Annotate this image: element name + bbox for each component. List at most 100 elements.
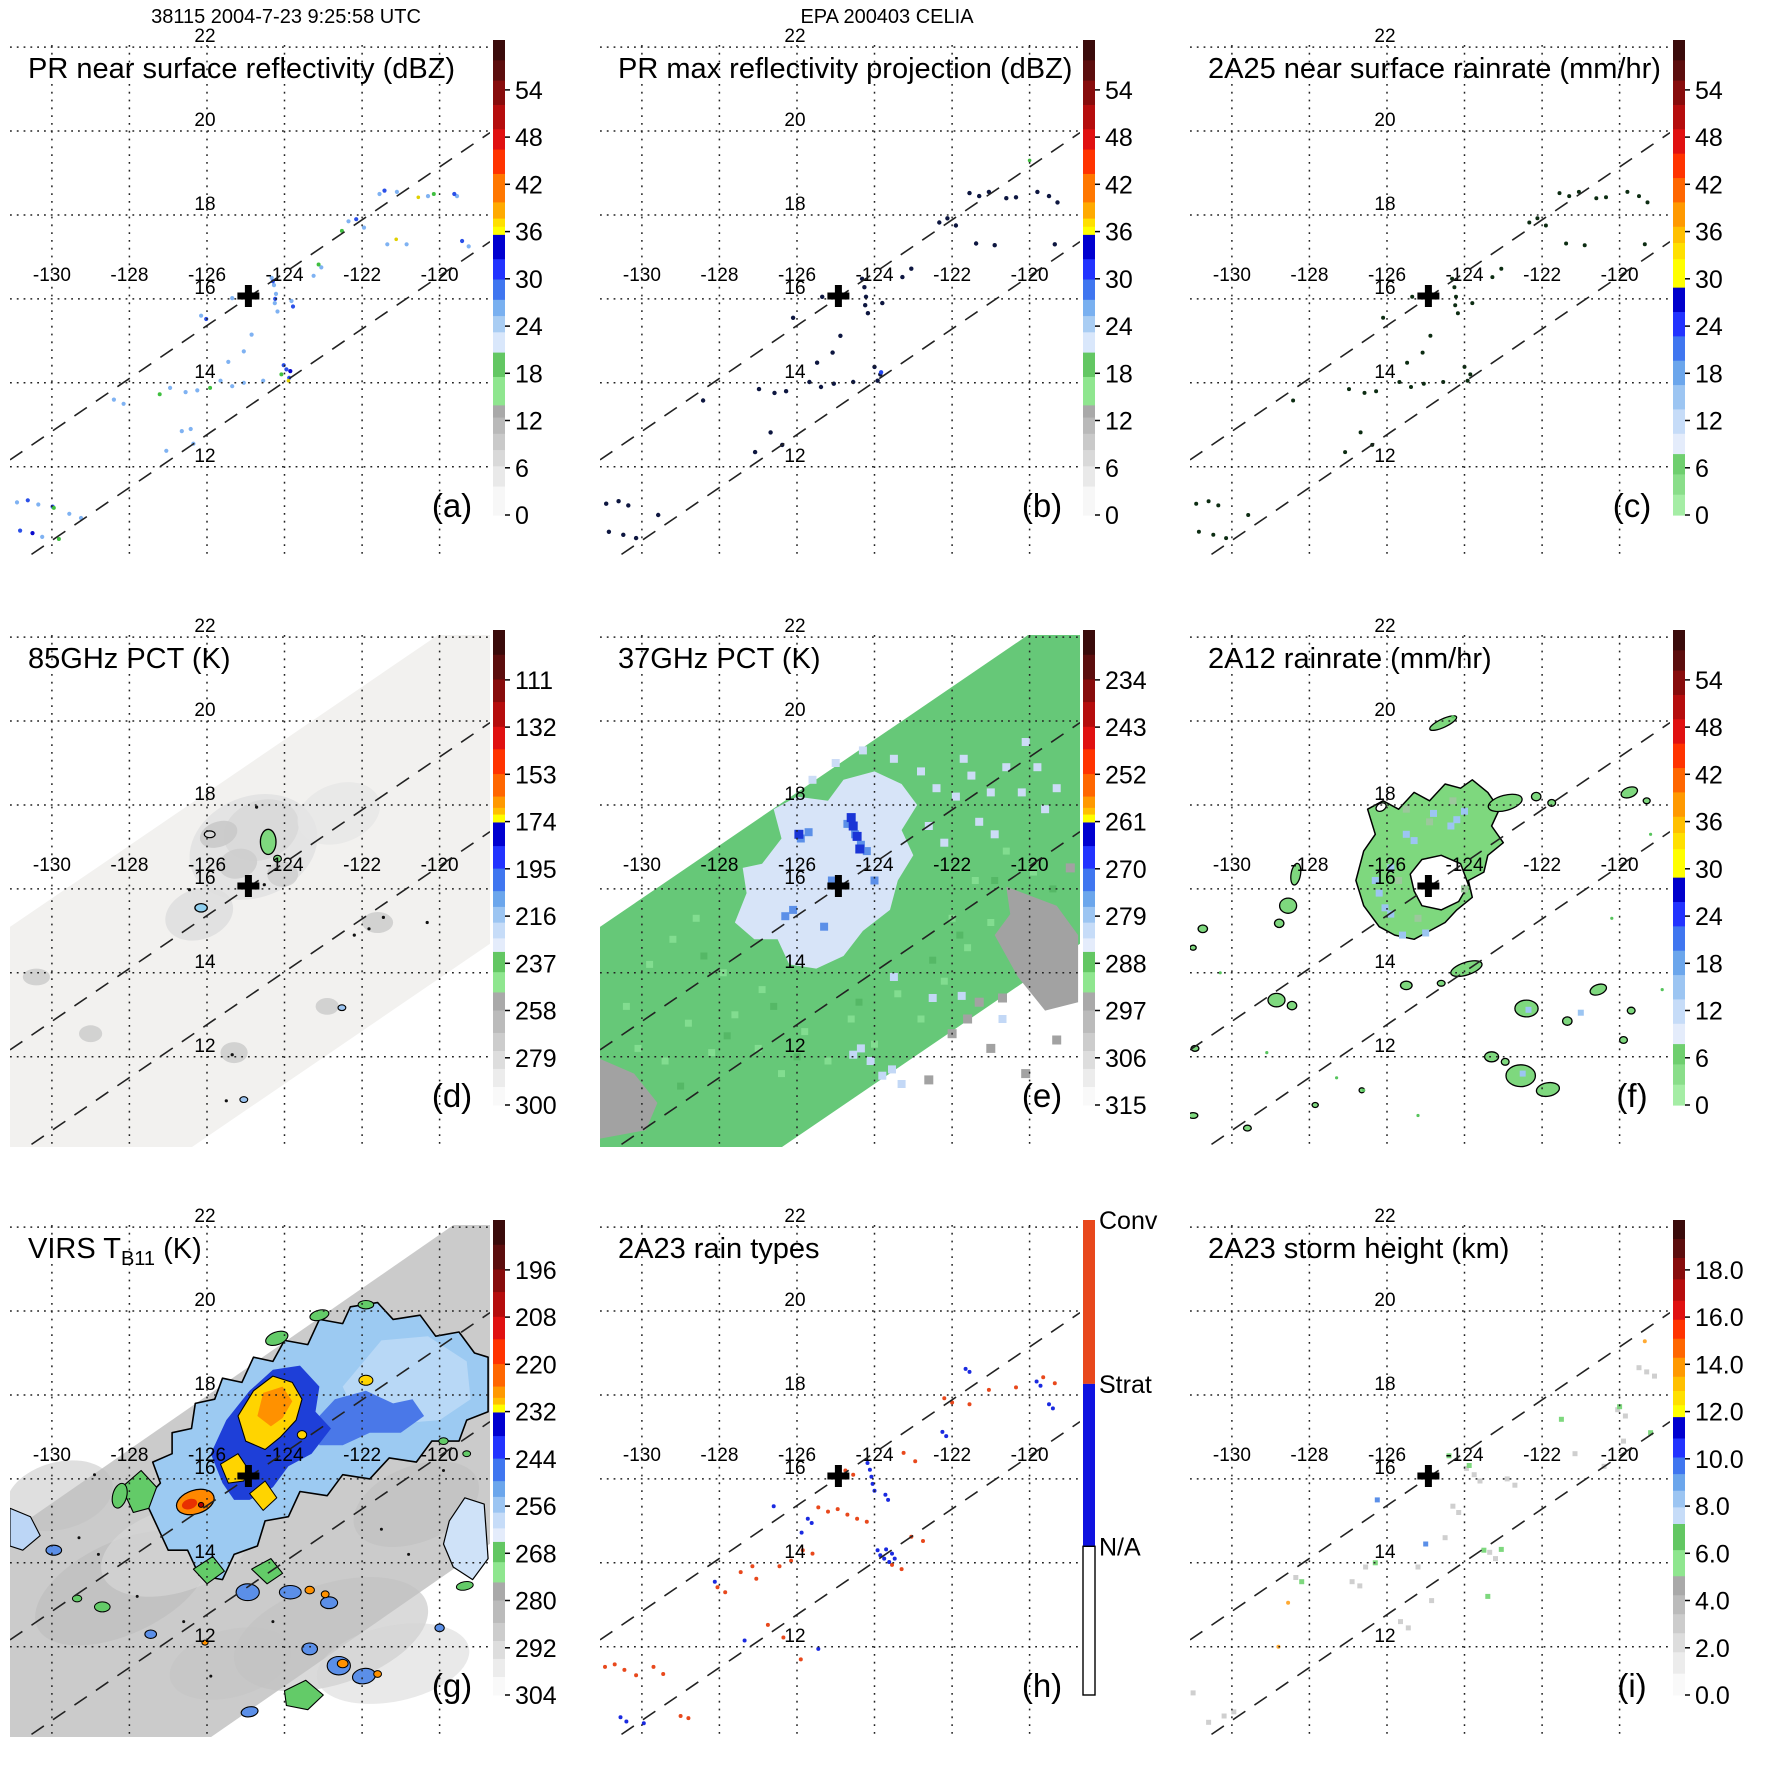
colorbar-tick-label: 174 bbox=[515, 809, 557, 837]
lon-label: -128 bbox=[110, 265, 148, 286]
lat-label: 22 bbox=[1374, 1206, 1395, 1227]
lon-label: -122 bbox=[343, 265, 381, 286]
storm-center-cross-icon bbox=[237, 1465, 260, 1487]
lon-label: -124 bbox=[855, 265, 893, 286]
panel-letter: (h) bbox=[1022, 1667, 1062, 1704]
lon-label: -128 bbox=[700, 855, 738, 876]
storm-center-cross-icon bbox=[1417, 875, 1440, 897]
colorbar-segment bbox=[1083, 450, 1095, 467]
colorbar-segment bbox=[493, 129, 505, 151]
colorbar-tick-label: 243 bbox=[1105, 714, 1147, 742]
colorbar-segment bbox=[493, 1458, 505, 1482]
panel-title: PR near surface reflectivity (dBZ) bbox=[28, 53, 455, 85]
colorbar-tick-label: 24 bbox=[1105, 313, 1133, 341]
colorbar-segment bbox=[1083, 972, 1095, 994]
storm-center-cross-icon bbox=[237, 285, 260, 307]
colorbar-segment bbox=[1673, 80, 1685, 106]
colorbar-segment bbox=[1673, 40, 1685, 61]
panel-f: -130-128-126-124-122-120121416182022(f)2… bbox=[1190, 616, 1723, 1147]
colorbar-segment bbox=[493, 1339, 505, 1365]
colorbar-segment bbox=[1673, 226, 1685, 244]
lat-label: 18 bbox=[194, 194, 215, 215]
colorbar-segment bbox=[493, 466, 505, 488]
lat-label: 22 bbox=[784, 616, 805, 637]
colorbar-pct37: 234 243 252 261 270 279 288 297 306 315 bbox=[1083, 630, 1147, 1120]
colorbar-segment bbox=[1673, 877, 1685, 903]
colorbar-segment bbox=[493, 450, 505, 467]
colorbar-segment bbox=[493, 417, 505, 435]
colorbar-segment bbox=[1083, 1050, 1095, 1070]
lon-label: -122 bbox=[933, 855, 971, 876]
colorbar-segment bbox=[493, 951, 505, 973]
colorbar-segment bbox=[1083, 299, 1095, 317]
colorbar-segment bbox=[1083, 679, 1095, 703]
lon-label: -128 bbox=[1290, 265, 1328, 286]
colorbar-segment bbox=[1673, 1279, 1685, 1302]
colorbar-tick-label: 216 bbox=[515, 903, 557, 931]
colorbar-segment bbox=[493, 226, 505, 236]
colorbar-segment bbox=[1673, 849, 1685, 879]
colorbar-segment bbox=[1083, 173, 1095, 203]
lon-label: -122 bbox=[343, 1445, 381, 1466]
lat-label: 22 bbox=[1374, 26, 1395, 47]
colorbar-segment bbox=[1673, 360, 1685, 386]
colorbar-segment bbox=[1673, 650, 1685, 672]
colorbar-segment bbox=[1673, 1438, 1685, 1459]
lat-label: 18 bbox=[784, 784, 805, 805]
colorbar-segment bbox=[1083, 796, 1095, 809]
colorbar-tick-label: 48 bbox=[1695, 714, 1723, 742]
colorbar-segment bbox=[1083, 807, 1095, 816]
colorbar-segment bbox=[1673, 1550, 1685, 1577]
lon-label: -122 bbox=[343, 855, 381, 876]
colorbar-segment bbox=[493, 906, 505, 924]
grid-labels: -130-128-126-124-122-120121416182022 bbox=[33, 1206, 459, 1647]
colorbar-tick-label: 237 bbox=[515, 950, 557, 978]
panel-title: 37GHz PCT (K) bbox=[618, 643, 821, 675]
colorbar-tick-label: 261 bbox=[1105, 809, 1147, 837]
colorbar-tick-label: 54 bbox=[1105, 77, 1133, 105]
colorbar-tick-label: 12 bbox=[1695, 998, 1723, 1026]
colorbar-segment bbox=[493, 1582, 505, 1602]
lat-label: 12 bbox=[1374, 446, 1395, 467]
colorbar-segment bbox=[1083, 630, 1095, 656]
colorbar-tick-label: 306 bbox=[1105, 1045, 1147, 1073]
colorbar-segment bbox=[1083, 868, 1095, 892]
panel-letter: (i) bbox=[1617, 1667, 1646, 1704]
colorbar-segment bbox=[493, 992, 505, 1012]
colorbar-segment bbox=[1673, 950, 1685, 976]
colorbar-tick-label: 18 bbox=[515, 360, 543, 388]
colorbar-segment bbox=[1673, 1405, 1685, 1418]
colorbar-segment bbox=[1673, 816, 1685, 834]
panel-letter: (g) bbox=[432, 1667, 472, 1704]
colorbar-segment bbox=[493, 1292, 505, 1318]
colorbar-tick-label: 6 bbox=[1105, 455, 1119, 483]
colorbar-tick-label: 279 bbox=[1105, 903, 1147, 931]
colorbar-tick-label: 315 bbox=[1105, 1092, 1147, 1120]
colorbar-segment bbox=[493, 173, 505, 203]
lat-label: 20 bbox=[1374, 700, 1395, 721]
colorbar-segment bbox=[493, 726, 505, 750]
storm-center-cross-icon bbox=[1417, 1465, 1440, 1487]
colorbar-tick-label: 208 bbox=[515, 1304, 557, 1332]
colorbar-virs: 196 208 220 232 244 256 268 280 292 304 bbox=[493, 1220, 557, 1710]
colorbar-tick-label: 14.0 bbox=[1695, 1351, 1744, 1379]
colorbar-segment bbox=[1083, 1032, 1095, 1052]
panel-d: -130-128-126-124-122-120121416182022(d)8… bbox=[10, 616, 557, 1147]
colorbar-tick-label: 244 bbox=[515, 1446, 557, 1474]
colorbar-tick-label: 48 bbox=[1105, 124, 1133, 152]
colorbar-tick-label: 279 bbox=[515, 1045, 557, 1073]
lat-label: 14 bbox=[784, 1542, 806, 1563]
lon-label: -124 bbox=[1445, 855, 1483, 876]
colorbar-segment bbox=[1673, 242, 1685, 260]
lat-label: 16 bbox=[1374, 278, 1395, 299]
colorbar-tick-label: 300 bbox=[515, 1092, 557, 1120]
lon-label: -124 bbox=[1445, 1445, 1483, 1466]
panel-letter: (d) bbox=[432, 1077, 472, 1114]
colorbar-segment bbox=[493, 299, 505, 317]
colorbar-segment bbox=[493, 1010, 505, 1034]
colorbar-segment bbox=[1673, 694, 1685, 720]
colorbar-segment bbox=[1673, 129, 1685, 155]
colorbar-segment bbox=[1673, 1376, 1685, 1392]
colorbar-tick-label: 18 bbox=[1695, 950, 1723, 978]
colorbar-segment bbox=[493, 259, 505, 281]
